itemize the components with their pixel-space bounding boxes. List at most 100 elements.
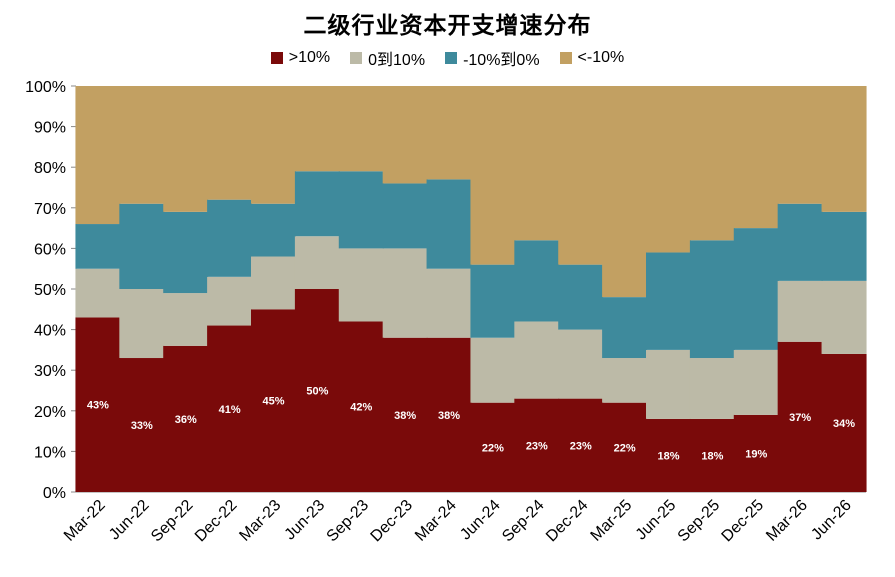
bar-segment-4 xyxy=(294,86,340,172)
bar-segment-2 xyxy=(646,349,691,419)
bar-segment-4 xyxy=(558,86,604,265)
y-tick-label: 20% xyxy=(34,404,66,421)
bar-segment-1 xyxy=(646,418,691,492)
y-tick-label: 60% xyxy=(34,241,66,258)
bar-segment-4 xyxy=(251,86,296,204)
bar-data-label: 34% xyxy=(833,418,855,430)
chart-title: 二级行业资本开支增速分布 xyxy=(303,12,592,38)
bar-segment-4 xyxy=(689,86,735,241)
bar-segment-1 xyxy=(514,398,560,492)
bar-data-label: 38% xyxy=(438,410,460,422)
bar-segment-3 xyxy=(689,240,735,359)
bar-segment-3 xyxy=(426,179,472,269)
bar-segment-3 xyxy=(294,171,340,237)
x-tick-label: Dec-23 xyxy=(368,497,417,546)
legend-label-neg10to0: -10%到0% xyxy=(463,52,540,69)
bar-segment-3 xyxy=(646,252,691,350)
x-tick-label: Jun-26 xyxy=(808,497,855,544)
bar-segment-4 xyxy=(777,86,823,204)
x-tick-label: Sep-24 xyxy=(499,497,548,546)
legend-item-gt10: >10% xyxy=(270,46,330,70)
bar-segment-2 xyxy=(75,268,121,318)
bar-segment-2 xyxy=(470,337,516,403)
legend-swatch-0to10 xyxy=(350,52,363,64)
bar-segment-1 xyxy=(689,418,735,492)
bar-segment-1 xyxy=(733,414,779,492)
bar-segment-1 xyxy=(294,289,340,492)
bar-segment-1 xyxy=(251,309,296,492)
bar-data-label: 22% xyxy=(482,442,504,454)
bar-segment-3 xyxy=(207,199,253,277)
bar-segment-4 xyxy=(821,86,867,212)
bar-segment-1 xyxy=(777,341,823,492)
bar-data-label: 45% xyxy=(262,396,284,408)
legend-label-0to10: 0到10% xyxy=(368,52,426,69)
bar-segment-1 xyxy=(602,402,648,492)
bar-segment-1 xyxy=(163,345,209,492)
x-tick-label: Jun-23 xyxy=(282,497,329,544)
y-tick-label: 0% xyxy=(43,485,66,502)
bar-segment-4 xyxy=(733,86,779,229)
bar-segment-1 xyxy=(821,353,867,492)
bar-segment-4 xyxy=(646,86,691,253)
bar-segment-3 xyxy=(119,203,165,289)
legend-item-neg10to0: -10%到0% xyxy=(445,46,540,70)
bar-segment-3 xyxy=(382,183,428,249)
bar-segment-4 xyxy=(163,86,209,212)
legend-swatch-lt-neg10 xyxy=(559,52,572,64)
x-tick-label: Mar-24 xyxy=(412,497,460,545)
bar-segment-4 xyxy=(514,86,560,241)
bar-data-label: 18% xyxy=(657,450,679,462)
legend-item-lt-neg10: <-10% xyxy=(559,46,625,70)
bar-segment-4 xyxy=(470,86,516,265)
bar-segment-1 xyxy=(426,337,472,492)
y-tick-label: 90% xyxy=(34,120,66,137)
bar-segment-2 xyxy=(163,293,209,346)
bar-segment-3 xyxy=(338,171,384,249)
y-tick-label: 70% xyxy=(34,201,66,218)
x-tick-label: Dec-25 xyxy=(719,497,768,546)
bar-segment-1 xyxy=(207,325,253,492)
bar-segment-2 xyxy=(382,248,428,338)
x-tick-label: Sep-25 xyxy=(675,497,724,546)
y-tick-label: 10% xyxy=(34,444,66,461)
bar-segment-4 xyxy=(207,86,253,200)
bar-data-label: 50% xyxy=(306,386,328,398)
bar-segment-4 xyxy=(426,86,472,180)
legend-swatch-gt10 xyxy=(270,52,283,64)
bar-segment-3 xyxy=(514,240,560,322)
y-tick-label: 30% xyxy=(34,363,66,380)
bar-segment-1 xyxy=(558,398,604,492)
bar-data-label: 38% xyxy=(394,410,416,422)
bar-data-label: 18% xyxy=(701,450,723,462)
x-tick-label: Mar-22 xyxy=(61,497,109,545)
bar-data-label: 33% xyxy=(131,420,153,432)
x-tick-label: Mar-25 xyxy=(588,497,636,545)
bar-segment-3 xyxy=(821,211,867,281)
bar-segment-2 xyxy=(338,248,384,322)
bar-segment-2 xyxy=(777,280,823,342)
bar-segment-2 xyxy=(689,358,735,419)
legend-swatch-neg10to0 xyxy=(445,52,458,64)
x-tick-label: Jun-25 xyxy=(633,497,680,544)
legend-label-lt-neg10: <-10% xyxy=(577,49,625,66)
bar-segment-3 xyxy=(558,264,604,330)
x-tick-label: Dec-22 xyxy=(192,497,241,546)
bar-segment-4 xyxy=(382,86,428,184)
bar-segment-2 xyxy=(733,349,779,415)
bar-segment-1 xyxy=(119,358,165,492)
bar-segment-2 xyxy=(294,236,340,289)
bar-data-label: 41% xyxy=(219,404,241,416)
bar-segment-2 xyxy=(207,276,253,326)
y-tick-label: 50% xyxy=(34,282,66,299)
bar-segment-3 xyxy=(251,203,296,257)
bar-data-label: 36% xyxy=(175,414,197,426)
y-tick-label: 40% xyxy=(34,323,66,340)
x-tick-label: Mar-26 xyxy=(763,497,811,545)
bar-segment-3 xyxy=(470,264,516,338)
x-tick-label: Dec-24 xyxy=(543,497,592,546)
x-tick-label: Jun-22 xyxy=(106,497,153,544)
y-tick-label: 100% xyxy=(25,79,66,96)
bar-segment-2 xyxy=(119,289,165,359)
x-tick-label: Sep-23 xyxy=(324,497,373,546)
